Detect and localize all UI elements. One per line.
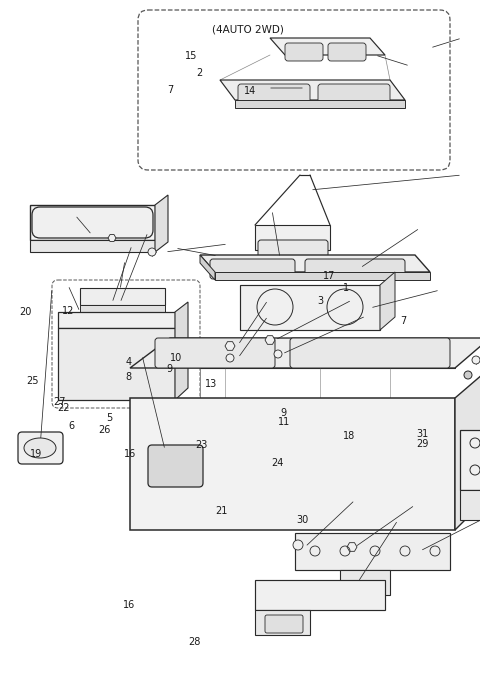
Polygon shape [255,225,330,250]
Text: 7: 7 [400,316,407,326]
Text: 25: 25 [26,376,39,386]
Polygon shape [340,570,390,595]
Polygon shape [460,490,480,520]
Text: 31: 31 [416,430,429,439]
Polygon shape [215,272,430,280]
FancyBboxPatch shape [258,240,328,260]
Text: 2: 2 [196,68,203,78]
Polygon shape [255,610,310,635]
Text: 16: 16 [122,600,135,610]
Ellipse shape [24,438,56,458]
Text: 28: 28 [188,637,201,647]
Text: 17: 17 [323,271,335,281]
FancyBboxPatch shape [285,43,323,61]
Text: 12: 12 [62,306,74,316]
Text: 27: 27 [54,397,66,406]
Polygon shape [130,398,455,530]
Text: 13: 13 [205,379,217,389]
Text: 15: 15 [185,51,197,61]
FancyBboxPatch shape [98,303,126,319]
Polygon shape [240,285,380,330]
Polygon shape [58,312,175,328]
Text: 23: 23 [195,441,208,450]
FancyBboxPatch shape [290,338,450,368]
Text: 18: 18 [343,431,356,441]
Polygon shape [108,234,116,242]
Polygon shape [460,430,480,490]
Circle shape [148,248,156,256]
Text: 21: 21 [216,506,228,516]
Text: 30: 30 [296,516,309,525]
Text: 22: 22 [57,404,70,413]
Polygon shape [255,580,385,610]
FancyBboxPatch shape [318,84,390,106]
FancyBboxPatch shape [148,445,203,487]
Text: 11: 11 [278,417,290,427]
Polygon shape [455,368,480,530]
FancyBboxPatch shape [32,207,153,238]
Polygon shape [30,205,155,240]
Polygon shape [175,302,188,400]
Polygon shape [380,272,395,330]
Polygon shape [295,533,450,570]
Circle shape [293,540,303,550]
Text: 4: 4 [126,357,132,367]
Circle shape [472,356,480,364]
Text: 16: 16 [124,449,137,458]
Text: 20: 20 [19,307,31,317]
Polygon shape [58,328,175,400]
Text: 6: 6 [68,421,74,431]
Text: 3: 3 [318,296,324,305]
Text: 7: 7 [167,85,174,95]
Text: 1: 1 [343,283,348,293]
Polygon shape [155,195,168,252]
FancyBboxPatch shape [328,43,366,61]
Polygon shape [200,255,215,280]
FancyBboxPatch shape [238,84,310,106]
Text: 9: 9 [280,408,286,418]
Polygon shape [80,305,165,312]
Text: 26: 26 [98,426,111,435]
Polygon shape [80,288,165,305]
Polygon shape [265,335,275,344]
Text: 14: 14 [243,86,256,96]
Text: 5: 5 [106,413,113,423]
Text: 24: 24 [271,458,284,468]
Text: 10: 10 [169,353,182,363]
Text: 29: 29 [416,439,429,449]
Polygon shape [225,342,235,350]
Polygon shape [235,100,405,108]
Polygon shape [30,240,155,252]
FancyBboxPatch shape [210,259,295,279]
Circle shape [226,354,234,362]
Polygon shape [270,38,385,55]
Text: 9: 9 [166,364,172,374]
Polygon shape [200,255,430,272]
Polygon shape [130,338,480,368]
Polygon shape [347,543,357,551]
Text: 8: 8 [126,372,132,382]
FancyBboxPatch shape [155,338,275,368]
Polygon shape [220,80,405,100]
Text: 19: 19 [30,449,42,459]
Circle shape [464,371,472,379]
FancyBboxPatch shape [265,615,303,633]
Circle shape [274,350,282,358]
FancyBboxPatch shape [18,432,63,464]
FancyBboxPatch shape [305,259,405,279]
Text: (4AUTO 2WD): (4AUTO 2WD) [212,24,284,34]
